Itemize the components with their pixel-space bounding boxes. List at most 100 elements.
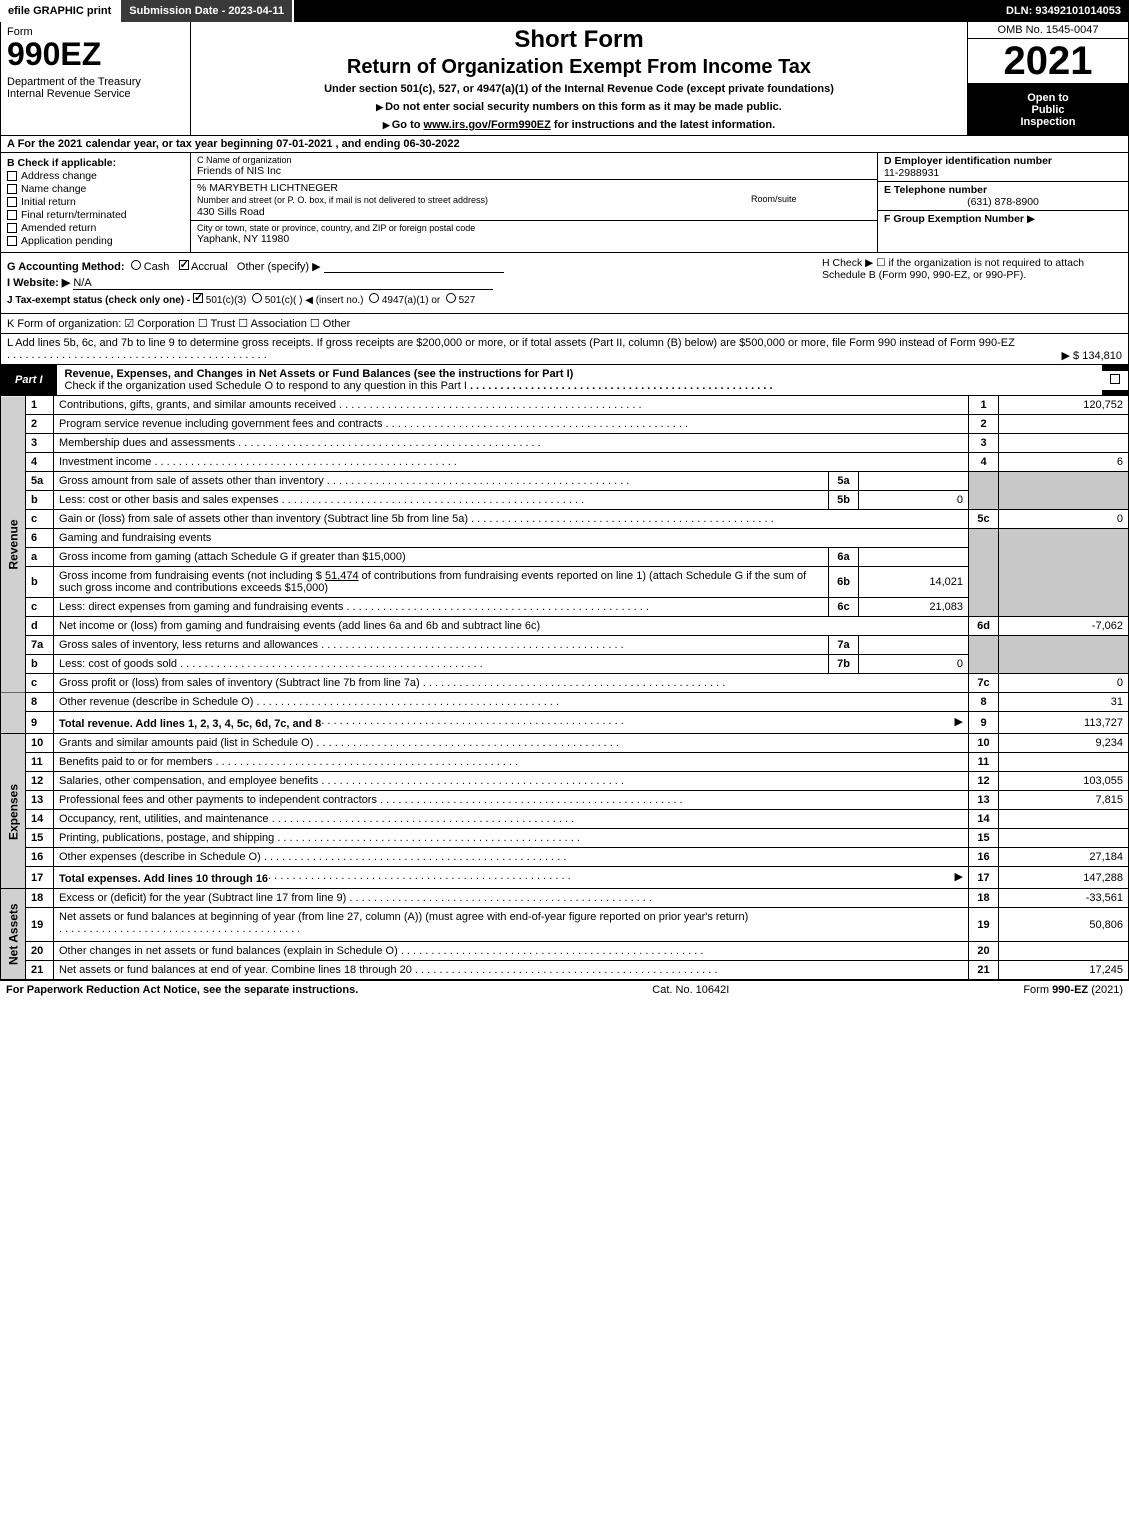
part1-label: Part I bbox=[1, 371, 57, 389]
section-a: A For the 2021 calendar year, or tax yea… bbox=[0, 136, 1129, 153]
val-6a bbox=[859, 548, 969, 567]
line-12: 12 Salaries, other compensation, and emp… bbox=[1, 772, 1129, 791]
part1-table: Revenue 1 Contributions, gifts, grants, … bbox=[0, 396, 1129, 980]
val-12: 103,055 bbox=[999, 772, 1129, 791]
val-6c: 21,083 bbox=[859, 598, 969, 617]
section-b: B Check if applicable: Address change Na… bbox=[1, 153, 191, 252]
org-name: Friends of NIS Inc bbox=[197, 165, 871, 177]
radio-527[interactable] bbox=[446, 293, 456, 303]
line-3: 3 Membership dues and assessments 3 bbox=[1, 434, 1129, 453]
footer-catno: Cat. No. 10642I bbox=[652, 984, 729, 996]
ein-value: 11-2988931 bbox=[884, 167, 1122, 179]
line-18: Net Assets 18 Excess or (deficit) for th… bbox=[1, 889, 1129, 908]
line-6d: d Net income or (loss) from gaming and f… bbox=[1, 617, 1129, 636]
tax-year: 2021 bbox=[968, 39, 1128, 84]
city-state-zip: Yaphank, NY 11980 bbox=[197, 233, 871, 245]
cb-schedule-o-part1[interactable] bbox=[1110, 374, 1120, 384]
line-5a: 5a Gross amount from sale of assets othe… bbox=[1, 472, 1129, 491]
header-right: OMB No. 1545-0047 2021 Open to Public In… bbox=[968, 22, 1128, 135]
other-specify-input[interactable] bbox=[324, 261, 504, 273]
header-left: Form 990EZ Department of the Treasury In… bbox=[1, 22, 191, 135]
val-20 bbox=[999, 942, 1129, 961]
department-label: Department of the Treasury Internal Reve… bbox=[7, 76, 184, 100]
val-7b: 0 bbox=[859, 655, 969, 674]
section-def: D Employer identification number 11-2988… bbox=[878, 153, 1128, 252]
section-c: C Name of organization Friends of NIS In… bbox=[191, 153, 878, 252]
section-k: K Form of organization: ☑ Corporation ☐ … bbox=[0, 314, 1129, 334]
val-16: 27,184 bbox=[999, 848, 1129, 867]
sidetab-netassets: Net Assets bbox=[1, 889, 26, 980]
line-5b: b Less: cost or other basis and sales ex… bbox=[1, 491, 1129, 510]
topbar-spacer bbox=[294, 0, 998, 22]
website-value: N/A bbox=[73, 277, 493, 290]
dln-label: DLN: 93492101014053 bbox=[998, 0, 1129, 22]
irs-link[interactable]: www.irs.gov/Form990EZ bbox=[424, 119, 551, 131]
line-20: 20 Other changes in net assets or fund b… bbox=[1, 942, 1129, 961]
page-footer: For Paperwork Reduction Act Notice, see … bbox=[0, 980, 1129, 999]
val-17: 147,288 bbox=[999, 867, 1129, 889]
line-7b: b Less: cost of goods sold 7b 0 bbox=[1, 655, 1129, 674]
cb-initial-return[interactable]: Initial return bbox=[7, 196, 184, 208]
footer-right: Form 990-EZ (2021) bbox=[1023, 984, 1123, 996]
line-8: 8 Other revenue (describe in Schedule O)… bbox=[1, 693, 1129, 712]
line-7a: 7a Gross sales of inventory, less return… bbox=[1, 636, 1129, 655]
part1-header: Part I Revenue, Expenses, and Changes in… bbox=[0, 365, 1129, 396]
val-11 bbox=[999, 753, 1129, 772]
top-bar: efile GRAPHIC print Submission Date - 20… bbox=[0, 0, 1129, 22]
street-address: 430 Sills Road bbox=[197, 206, 871, 218]
line-13: 13 Professional fees and other payments … bbox=[1, 791, 1129, 810]
short-form-title: Short Form bbox=[199, 26, 959, 54]
open-public-badge: Open to Public Inspection bbox=[968, 84, 1128, 135]
section-ghij: G Accounting Method: Cash Accrual Other … bbox=[0, 253, 1129, 314]
cb-accrual[interactable] bbox=[179, 260, 189, 270]
cb-address-change[interactable]: Address change bbox=[7, 170, 184, 182]
section-h: H Check ▶ ☐ if the organization is not r… bbox=[822, 257, 1122, 281]
line-10: Expenses 10 Grants and similar amounts p… bbox=[1, 734, 1129, 753]
return-title: Return of Organization Exempt From Incom… bbox=[199, 56, 959, 79]
val-3 bbox=[999, 434, 1129, 453]
footer-left: For Paperwork Reduction Act Notice, see … bbox=[6, 984, 358, 996]
line-6b: b Gross income from fundraising events (… bbox=[1, 567, 1129, 598]
under-section-text: Under section 501(c), 527, or 4947(a)(1)… bbox=[199, 83, 959, 95]
sidetab-expenses: Expenses bbox=[1, 734, 26, 889]
line-1: Revenue 1 Contributions, gifts, grants, … bbox=[1, 396, 1129, 415]
line-19: 19 Net assets or fund balances at beginn… bbox=[1, 908, 1129, 942]
section-b-title: B Check if applicable: bbox=[7, 157, 184, 169]
part1-title: Revenue, Expenses, and Changes in Net As… bbox=[57, 365, 1102, 395]
radio-501c[interactable] bbox=[252, 293, 262, 303]
val-7a bbox=[859, 636, 969, 655]
cb-name-change[interactable]: Name change bbox=[7, 183, 184, 195]
val-5c: 0 bbox=[999, 510, 1129, 529]
line-5c: c Gain or (loss) from sale of assets oth… bbox=[1, 510, 1129, 529]
line-6: 6 Gaming and fundraising events bbox=[1, 529, 1129, 548]
care-of: % MARYBETH LICHTNEGER bbox=[197, 182, 871, 194]
section-l: L Add lines 5b, 6c, and 7b to line 9 to … bbox=[0, 334, 1129, 365]
val-2 bbox=[999, 415, 1129, 434]
radio-cash[interactable] bbox=[131, 260, 141, 270]
val-15 bbox=[999, 829, 1129, 848]
cb-amended-return[interactable]: Amended return bbox=[7, 222, 184, 234]
line-21: 21 Net assets or fund balances at end of… bbox=[1, 961, 1129, 980]
val-21: 17,245 bbox=[999, 961, 1129, 980]
gross-receipts-value: 134,810 bbox=[1082, 350, 1122, 362]
line-14: 14 Occupancy, rent, utilities, and maint… bbox=[1, 810, 1129, 829]
omb-number: OMB No. 1545-0047 bbox=[968, 22, 1128, 39]
efile-label[interactable]: efile GRAPHIC print bbox=[0, 0, 121, 22]
header-center: Short Form Return of Organization Exempt… bbox=[191, 22, 968, 135]
cb-application-pending[interactable]: Application pending bbox=[7, 235, 184, 247]
cb-final-return[interactable]: Final return/terminated bbox=[7, 209, 184, 221]
section-j: J Tax-exempt status (check only one) - 5… bbox=[7, 293, 1122, 306]
label-city: City or town, state or province, country… bbox=[197, 223, 871, 233]
val-19: 50,806 bbox=[999, 908, 1129, 942]
radio-4947[interactable] bbox=[369, 293, 379, 303]
val-18: -33,561 bbox=[999, 889, 1129, 908]
line-9: 9 Total revenue. Add lines 1, 2, 3, 4, 5… bbox=[1, 712, 1129, 734]
goto-text: Go to www.irs.gov/Form990EZ for instruct… bbox=[199, 119, 959, 131]
line-15: 15 Printing, publications, postage, and … bbox=[1, 829, 1129, 848]
label-room-suite: Room/suite bbox=[751, 194, 871, 206]
line-4: 4 Investment income 4 6 bbox=[1, 453, 1129, 472]
no-ssn-text: Do not enter social security numbers on … bbox=[199, 101, 959, 113]
cb-501c3[interactable] bbox=[193, 293, 203, 303]
val-14 bbox=[999, 810, 1129, 829]
val-6b: 14,021 bbox=[859, 567, 969, 598]
